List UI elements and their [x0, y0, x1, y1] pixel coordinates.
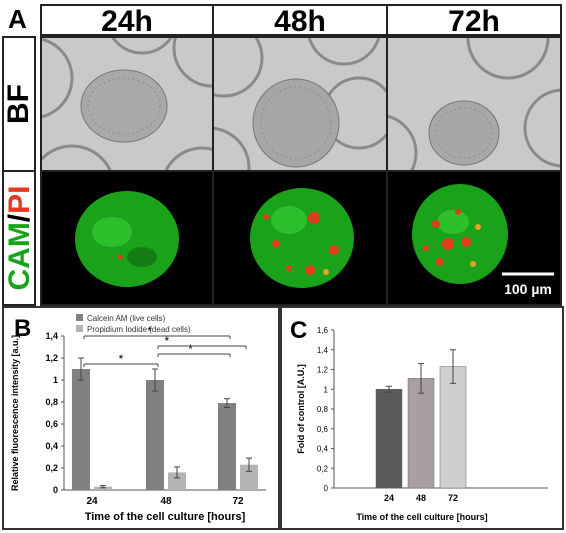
bf-image-72h	[386, 36, 562, 172]
chart-b-x-tick-label: 48	[160, 496, 172, 507]
scale-bar-label: 100 µm	[504, 281, 552, 297]
panel-b-box: B 0 0,2 0,4 0,6 0,8 1 1,2 1,4 24 48 72 Calcein AM (…	[2, 306, 280, 530]
chart-b-y-tick-label: 0,4	[45, 441, 58, 451]
fluorescence-image-72h: 100 µm	[386, 170, 562, 306]
chart-b-bar	[146, 380, 164, 490]
chart-c-x-axis-title: Time of the cell culture [hours]	[356, 512, 487, 522]
chart-b-y-tick-label: 0,6	[45, 419, 58, 429]
chart-c-y-tick-label: 1,2	[317, 366, 329, 375]
panel-b-letter: B	[14, 315, 31, 342]
chart-b-x-axis-title: Time of the cell culture [hours]	[85, 511, 246, 523]
chart-c-y-axis-title: Fold of control [A.U.]	[296, 364, 306, 453]
bf-image-48h	[212, 36, 388, 172]
chart-b-x-tick-label: 72	[232, 496, 244, 507]
chart-b-significance-star: *	[119, 352, 124, 366]
chart-b-y-tick-label: 1,4	[45, 331, 58, 341]
chart-b-y-axis-title: Relative fluorescence intensity [a.u.]	[10, 335, 20, 491]
chart-c-y-tick-label: 0,6	[317, 425, 329, 434]
fluorescence-image-48h	[212, 170, 388, 306]
column-header-48h: 48h	[212, 4, 388, 38]
row-label-bf-box: BF	[2, 36, 36, 172]
campi-label-text: CAM/PI	[4, 185, 34, 290]
fluorescence-image-48h-drawing	[250, 188, 354, 288]
chart-b-y-tick-label: 0,8	[45, 397, 58, 407]
chart-b-significance-star: *	[164, 334, 169, 348]
chart-c-bar	[439, 366, 467, 489]
pi-label: PI	[4, 185, 34, 213]
chart-b-bar	[168, 472, 186, 490]
chart-c-y-tick-label: 1,4	[317, 346, 329, 355]
chart-b-y-tick-label: 0,2	[45, 463, 58, 473]
bf-image-48h-drawing	[214, 38, 386, 170]
chart-c-y-tick-label: 0	[324, 484, 329, 493]
chart-b-bar	[218, 403, 236, 490]
column-header-72h: 72h	[386, 4, 562, 38]
fluorescence-image-24h	[40, 170, 214, 306]
bf-label-text: BF	[4, 84, 34, 124]
panel-c-box: C 0 0,2 0,4 0,6 0,8 1 1,2 1,4 1,6 24 48 72 Fold of c…	[280, 306, 564, 530]
chart-b-significance-star: *	[147, 324, 152, 338]
chart-b-y-tick-label: 1,2	[45, 353, 58, 363]
chart-b-y-tick-label: 0	[53, 485, 58, 495]
chart-c-y-tick-label: 0,2	[317, 464, 329, 473]
chart-c-bar	[407, 378, 435, 489]
panel-c-letter: C	[290, 317, 307, 344]
chart-c-y-tick-label: 1	[324, 385, 329, 394]
column-header-24h: 24h	[40, 4, 214, 38]
chart-c: C 0 0,2 0,4 0,6 0,8 1 1,2 1,4 1,6 24 48 72 Fold of c…	[290, 317, 548, 522]
chart-b-bar	[240, 464, 258, 490]
row-label-bf: BF	[2, 84, 35, 124]
bf-image-24h-drawing	[42, 38, 212, 170]
fluorescence-image-72h-drawing: 100 µm	[412, 184, 554, 297]
chart-c-bar	[375, 389, 403, 489]
chart-c-x-tick-label: 24	[384, 493, 394, 503]
bf-image-72h-drawing	[388, 38, 560, 170]
slash-label: /	[4, 213, 34, 222]
panel-a-letter: A	[8, 4, 27, 34]
chart-b-legend-swatch	[76, 314, 83, 321]
chart-b-bar	[94, 486, 112, 490]
chart-c-y-tick-label: 0,4	[317, 445, 329, 454]
row-label-campi-box: CAM/PI	[2, 170, 36, 306]
cam-label: CAM	[4, 222, 34, 290]
chart-b-significance-star: *	[188, 342, 193, 356]
chart-b-bar	[72, 369, 90, 490]
chart-c-y-tick-label: 1,6	[317, 326, 329, 335]
chart-b-legend-swatch	[76, 325, 83, 332]
chart-b-y-tick-label: 1	[53, 375, 58, 385]
fluorescence-image-24h-drawing	[75, 191, 179, 287]
chart-c-x-tick-label: 48	[416, 493, 426, 503]
chart-b: B 0 0,2 0,4 0,6 0,8 1 1,2 1,4 24 48 72 Calcein AM (…	[10, 314, 266, 523]
chart-c-y-tick-label: 0,8	[317, 405, 329, 414]
chart-b-x-tick-label: 24	[86, 496, 98, 507]
chart-b-legend-label: Propidium Iodide (dead cells)	[87, 325, 191, 334]
row-label-campi: CAM/PI	[3, 185, 36, 290]
chart-c-x-tick-label: 72	[448, 493, 458, 503]
bf-image-24h	[40, 36, 214, 172]
chart-b-legend-label: Calcein AM (live cells)	[87, 314, 166, 323]
